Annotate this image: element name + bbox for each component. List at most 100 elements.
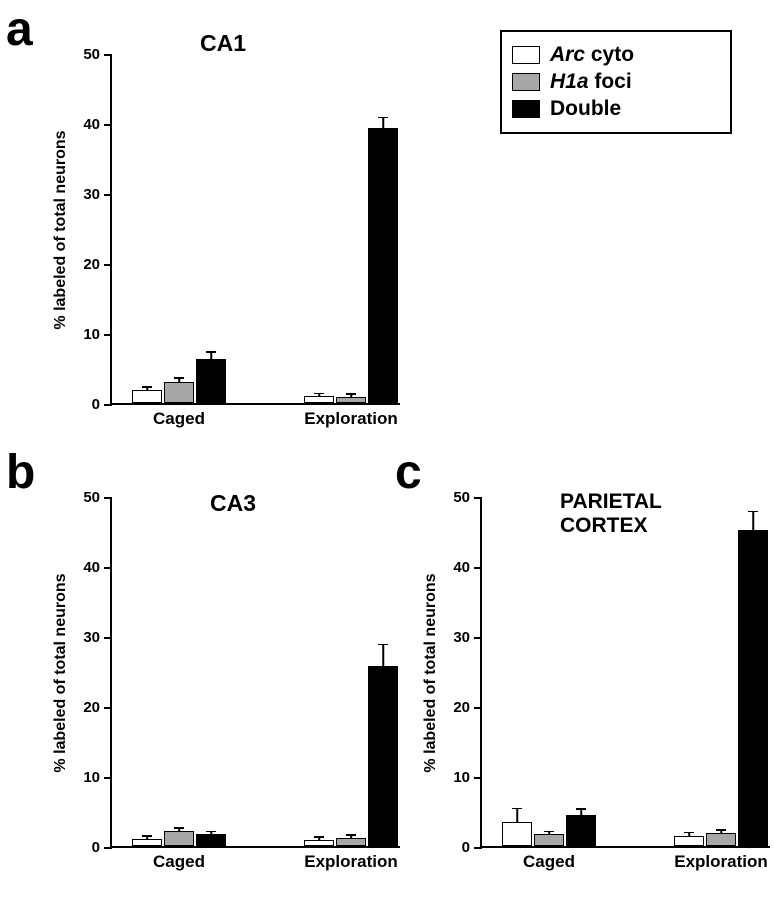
legend-label: Double — [550, 97, 621, 121]
y-tick-label: 20 — [70, 256, 100, 273]
x-tick-label: Exploration — [301, 409, 401, 429]
y-tick-label: 0 — [440, 839, 470, 856]
y-tick — [104, 847, 112, 849]
error-bar — [752, 511, 754, 529]
bar — [534, 834, 564, 846]
bar — [674, 836, 704, 847]
bar — [706, 833, 736, 846]
y-tick — [104, 194, 112, 196]
error-cap — [174, 827, 184, 829]
y-tick-label: 50 — [440, 489, 470, 506]
chart-b: 01020304050CagedExploration — [110, 498, 400, 848]
error-cap — [206, 351, 216, 353]
y-tick-label: 50 — [70, 46, 100, 63]
y-tick-label: 30 — [70, 629, 100, 646]
y-tick — [104, 334, 112, 336]
error-cap — [576, 808, 586, 810]
y-tick — [104, 567, 112, 569]
bar — [304, 396, 334, 403]
error-cap — [512, 808, 522, 810]
error-cap — [378, 117, 388, 119]
y-axis-label-b: % labeled of total neurons — [52, 518, 70, 828]
figure-root: Arc cytoH1a fociDouble a b c CA1 CA3 PAR… — [0, 0, 774, 899]
error-cap — [378, 644, 388, 646]
bar — [196, 359, 226, 403]
y-tick-label: 10 — [440, 769, 470, 786]
legend-box: Arc cyto H1a foci Double — [500, 30, 732, 134]
x-tick-label: Caged — [129, 852, 229, 872]
y-tick — [474, 707, 482, 709]
y-tick-label: 40 — [440, 559, 470, 576]
panel-label-a: a — [6, 2, 33, 57]
y-tick-label: 40 — [70, 116, 100, 133]
legend-swatch — [512, 46, 540, 64]
y-tick-label: 30 — [440, 629, 470, 646]
chart-a: 01020304050CagedExploration — [110, 55, 400, 405]
y-tick — [104, 637, 112, 639]
error-cap — [206, 831, 216, 833]
bar — [738, 530, 768, 846]
y-axis-label-c: % labeled of total neurons — [422, 518, 440, 828]
panel-label-c: c — [395, 445, 422, 500]
chart-c: 01020304050CagedExploration — [480, 498, 770, 848]
y-tick — [104, 777, 112, 779]
bar — [196, 834, 226, 846]
bar — [502, 822, 532, 846]
y-tick — [104, 497, 112, 499]
error-cap — [142, 386, 152, 388]
y-tick-label: 0 — [70, 396, 100, 413]
y-tick-label: 50 — [70, 489, 100, 506]
y-axis-label-a: % labeled of total neurons — [52, 75, 70, 385]
error-bar — [210, 352, 212, 359]
error-cap — [174, 377, 184, 379]
x-tick-label: Exploration — [671, 852, 771, 872]
error-cap — [544, 831, 554, 833]
y-tick-label: 30 — [70, 186, 100, 203]
y-tick-label: 10 — [70, 769, 100, 786]
error-cap — [346, 393, 356, 395]
y-tick — [474, 847, 482, 849]
x-tick-label: Caged — [499, 852, 599, 872]
bar — [304, 840, 334, 846]
y-tick — [104, 264, 112, 266]
bar — [164, 831, 194, 846]
bar — [368, 666, 398, 846]
error-bar — [382, 117, 384, 128]
panel-label-b: b — [6, 445, 35, 500]
error-cap — [748, 511, 758, 513]
y-tick-label: 20 — [70, 699, 100, 716]
legend-label: H1a foci — [550, 70, 632, 94]
legend-swatch — [512, 73, 540, 91]
y-tick-label: 10 — [70, 326, 100, 343]
error-cap — [716, 829, 726, 831]
chart-title-a: CA1 — [200, 30, 246, 57]
y-tick — [474, 777, 482, 779]
y-tick — [474, 637, 482, 639]
y-tick — [474, 567, 482, 569]
legend-swatch — [512, 100, 540, 118]
bar — [336, 838, 366, 846]
y-tick — [104, 707, 112, 709]
legend-label: Arc cyto — [550, 43, 634, 67]
error-cap — [142, 835, 152, 837]
error-bar — [382, 644, 384, 666]
legend-item: H1a foci — [512, 70, 718, 94]
y-tick-label: 40 — [70, 559, 100, 576]
bar — [368, 128, 398, 403]
legend-item: Arc cyto — [512, 43, 718, 67]
y-tick — [104, 124, 112, 126]
error-cap — [314, 836, 324, 838]
bar — [132, 839, 162, 846]
legend-item: Double — [512, 97, 718, 121]
bar — [566, 815, 596, 847]
bar — [164, 382, 194, 403]
x-tick-label: Exploration — [301, 852, 401, 872]
error-cap — [346, 834, 356, 836]
x-tick-label: Caged — [129, 409, 229, 429]
y-tick — [104, 404, 112, 406]
y-tick — [474, 497, 482, 499]
error-cap — [684, 832, 694, 834]
error-bar — [516, 808, 518, 822]
y-tick-label: 20 — [440, 699, 470, 716]
error-cap — [314, 393, 324, 395]
